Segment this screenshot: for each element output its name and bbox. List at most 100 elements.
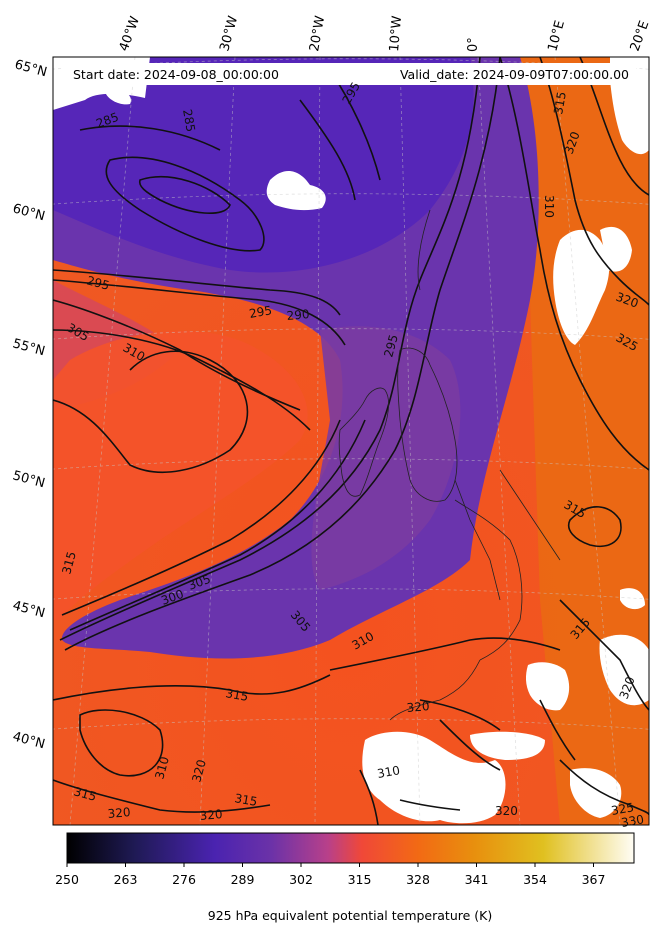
coastlines bbox=[338, 209, 561, 721]
contour-front-3 bbox=[69, 419, 366, 631]
contour-label: 320 bbox=[406, 699, 430, 715]
contour-320-spain bbox=[419, 699, 501, 731]
contour-295b bbox=[53, 269, 341, 316]
warm-tongue bbox=[53, 330, 308, 620]
lon-label-30w: 30°W bbox=[217, 14, 241, 53]
colorbar-tick-label: 276 bbox=[172, 872, 196, 887]
north-africa-patch bbox=[362, 731, 506, 824]
start-date-label: Start date: 2024-09-08_00:00:00 bbox=[73, 67, 279, 82]
contour-305-south bbox=[329, 637, 561, 671]
lon-label-0: 0° bbox=[466, 37, 481, 52]
lon-label-20w: 20°W bbox=[307, 15, 328, 53]
lat-label-55n: 55°N bbox=[11, 336, 47, 359]
contour-label: 310 bbox=[152, 755, 171, 781]
colorbar-tick-label: 315 bbox=[348, 872, 372, 887]
lon-label-20e: 20°E bbox=[628, 19, 653, 54]
scandinavia-patch-2 bbox=[600, 226, 632, 272]
contour-label: 320 bbox=[199, 807, 223, 823]
contour-315-spain bbox=[439, 719, 501, 771]
graticule bbox=[53, 57, 649, 825]
contour-loop-se bbox=[568, 506, 622, 547]
map-frame bbox=[52, 56, 650, 826]
contour-315-africa-2 bbox=[399, 799, 461, 811]
contour-315-se bbox=[559, 599, 649, 711]
colorbar-tick-label: 354 bbox=[523, 872, 547, 887]
contour-315-east bbox=[539, 57, 649, 306]
map-field bbox=[53, 57, 649, 825]
contour-front-4 bbox=[61, 419, 341, 616]
contour-295 bbox=[53, 279, 346, 346]
contour-label: 295 bbox=[248, 303, 273, 321]
contour-cold-loop-2 bbox=[138, 176, 231, 214]
info-box bbox=[64, 63, 636, 85]
contour-label: 285 bbox=[180, 108, 198, 133]
faroes-line bbox=[417, 209, 431, 291]
colorbar-tick-label: 289 bbox=[231, 872, 255, 887]
contour-315-tongue bbox=[53, 350, 249, 473]
north-africa-patch-2 bbox=[470, 731, 545, 760]
ireland-coast bbox=[338, 387, 390, 497]
lon-label-40w: 40°W bbox=[117, 14, 143, 53]
contour-label: 310 bbox=[542, 195, 556, 218]
deep-cold-core bbox=[53, 57, 474, 273]
lon-label-10w: 10°W bbox=[387, 15, 405, 52]
contour-label: 320 bbox=[495, 804, 518, 818]
border-line bbox=[454, 479, 501, 601]
contour-label: 315 bbox=[551, 91, 569, 116]
colorbar bbox=[66, 832, 635, 864]
contour-cold-loop bbox=[105, 156, 265, 252]
small-land-patch-2 bbox=[105, 86, 131, 105]
graticule-line bbox=[399, 57, 421, 825]
contour-305 bbox=[53, 299, 301, 411]
contours bbox=[53, 57, 649, 825]
iberia-coast bbox=[389, 659, 481, 721]
contour-310-se bbox=[539, 699, 576, 761]
contour-315-africa bbox=[359, 769, 379, 825]
contour-285 bbox=[79, 125, 221, 151]
colorbar-ticks: 250 263 276 289 302 315 328 341 354 367 bbox=[55, 863, 605, 887]
graticule-line bbox=[199, 57, 236, 825]
contour-label: 295 bbox=[85, 273, 111, 292]
border-line bbox=[499, 469, 561, 561]
britain-coast bbox=[397, 347, 458, 502]
contour-310-east bbox=[499, 57, 649, 471]
contour-label: 320 bbox=[107, 805, 131, 821]
contour-315-south bbox=[53, 674, 331, 701]
colorbar-tick-label: 367 bbox=[582, 872, 606, 887]
lat-label-65n: 65°N bbox=[13, 57, 49, 80]
contour-label: 295 bbox=[381, 333, 400, 359]
contour-label: 320 bbox=[189, 758, 208, 784]
lat-label-40n: 40°N bbox=[11, 729, 47, 752]
contour-front-1 bbox=[59, 57, 481, 641]
contour-front-2 bbox=[64, 57, 501, 651]
graticule-line bbox=[554, 57, 621, 825]
colorbar-tick-label: 341 bbox=[465, 872, 489, 887]
scandinavia-patch bbox=[553, 229, 610, 345]
graticule-line bbox=[314, 57, 321, 825]
lon-label-10e: 10°E bbox=[545, 19, 568, 53]
lat-label-60n: 60°N bbox=[11, 201, 47, 224]
colorbar-title: 925 hPa equivalent potential temperature… bbox=[208, 908, 492, 923]
contour-label: 315 bbox=[233, 791, 258, 809]
contour-label: 315 bbox=[224, 686, 249, 704]
contour-325-se bbox=[559, 759, 649, 816]
contour-label: 290 bbox=[286, 307, 310, 323]
contour-label: 315 bbox=[59, 550, 78, 576]
colorbar-tick-label: 328 bbox=[406, 872, 430, 887]
iceland bbox=[266, 170, 326, 211]
contour-label: 315 bbox=[72, 784, 98, 803]
lat-label-45n: 45°N bbox=[11, 598, 47, 621]
lat-label-50n: 50°N bbox=[11, 468, 47, 491]
colorbar-tick-label: 302 bbox=[289, 872, 313, 887]
graticule-line bbox=[477, 57, 521, 825]
graticule-line bbox=[69, 57, 136, 825]
contour-290 bbox=[299, 99, 356, 201]
contour-label: 330 bbox=[620, 812, 645, 830]
small-land-patch bbox=[620, 588, 645, 610]
contour-label: 310 bbox=[376, 763, 401, 781]
british-isles-region bbox=[311, 326, 461, 590]
colorbar-tick-label: 263 bbox=[114, 872, 138, 887]
valid-date-label: Valid_date: 2024-09-09T07:00:00.00 bbox=[400, 67, 629, 82]
colorbar-tick-label: 250 bbox=[55, 872, 79, 887]
